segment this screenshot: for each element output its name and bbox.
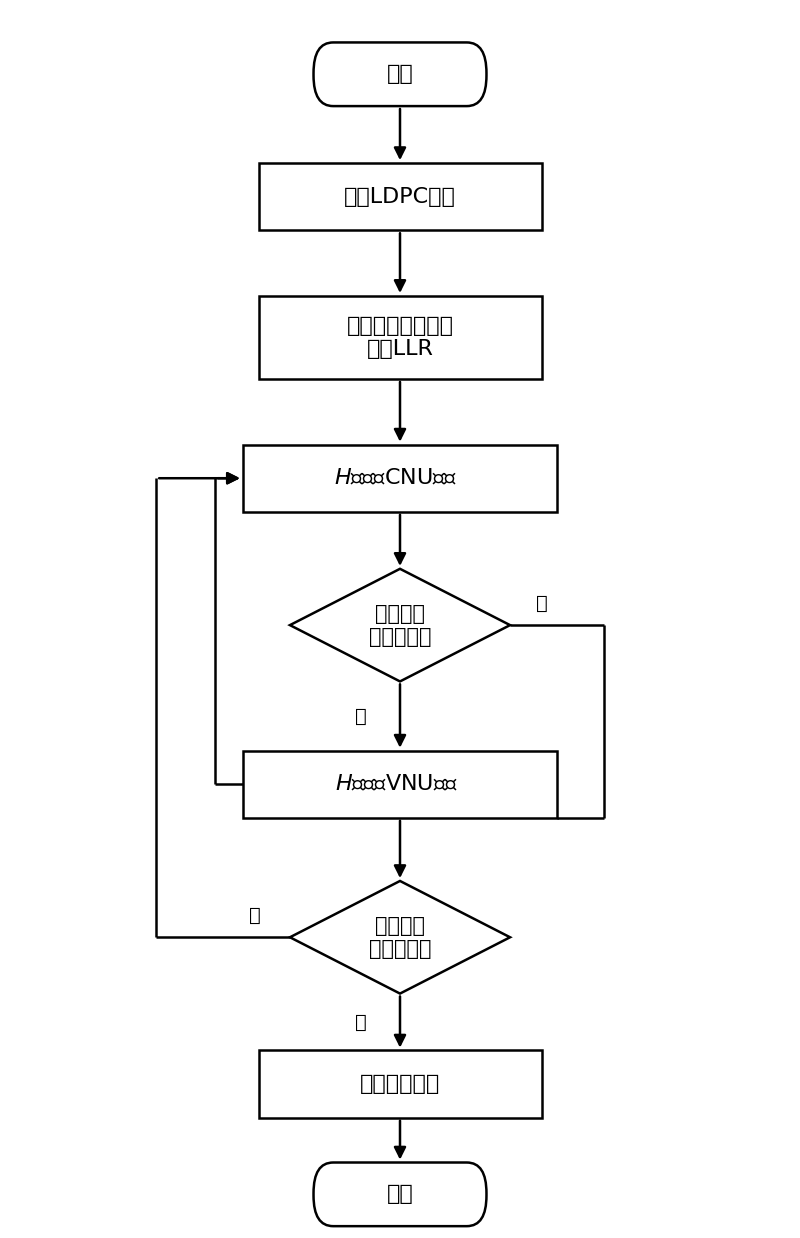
Text: 是否达到
子循环次数: 是否达到 子循环次数 (369, 603, 431, 646)
Text: 开始: 开始 (386, 64, 414, 84)
Bar (258, 1051, 542, 1118)
Bar (242, 444, 558, 511)
Polygon shape (290, 568, 510, 681)
Text: 输出译码结果: 输出译码结果 (360, 1075, 440, 1094)
FancyBboxPatch shape (314, 42, 486, 106)
FancyBboxPatch shape (314, 1162, 486, 1226)
Text: 否: 否 (355, 707, 366, 725)
Text: 是否达到
总迭代次数: 是否达到 总迭代次数 (369, 916, 431, 959)
Polygon shape (290, 881, 510, 994)
Text: 结束: 结束 (386, 1185, 414, 1205)
Text: 是: 是 (355, 1013, 366, 1031)
Text: $\it{H}$阵中的CNU运算: $\it{H}$阵中的CNU运算 (334, 468, 458, 488)
Text: 否: 否 (249, 906, 261, 925)
Text: 是: 是 (536, 593, 547, 613)
Bar (242, 750, 558, 818)
Text: 信道初始化对数似
然比LLR: 信道初始化对数似 然比LLR (346, 316, 454, 359)
Bar (258, 296, 542, 379)
Bar (258, 163, 542, 230)
Text: $\it{H}$阵中的VNU运算: $\it{H}$阵中的VNU运算 (334, 774, 458, 795)
Text: 输入LDPC码字: 输入LDPC码字 (344, 187, 456, 207)
